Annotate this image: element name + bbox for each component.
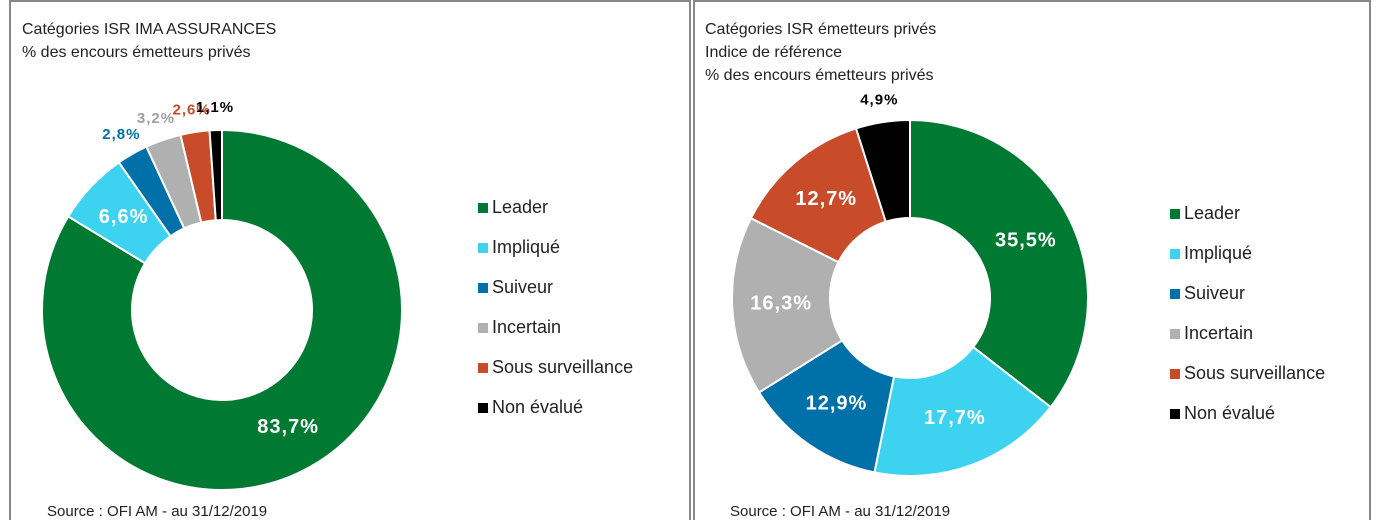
value-label: 35,5% [995, 230, 1057, 252]
value-label: 16,3% [750, 292, 812, 314]
chart-subtitle: % des encours émetteurs privés [705, 67, 934, 84]
legend-label: Incertain [1184, 323, 1253, 343]
legend-label: Suiveur [1184, 283, 1245, 303]
value-label: 2,6% [173, 101, 211, 118]
value-label: 12,7% [795, 188, 857, 210]
legend-swatch [1170, 289, 1180, 299]
chart-title: Catégories ISR émetteurs privés [705, 21, 936, 38]
value-label: 3,2% [137, 110, 175, 127]
legend-label: Impliqué [1184, 243, 1252, 263]
legend-swatch [478, 243, 488, 253]
donut-slice [731, 216, 844, 394]
legend-swatch [1170, 249, 1180, 259]
source-note: Source : OFI AM - au 31/12/2019 [730, 503, 950, 520]
donut-slice [41, 128, 403, 491]
legend-label: Impliqué [492, 237, 560, 257]
donut-slice [909, 118, 1089, 409]
legend-label: Leader [492, 197, 548, 217]
legend-label: Leader [1184, 203, 1240, 223]
legend-swatch [478, 203, 488, 213]
value-label: 83,7% [257, 416, 319, 438]
donut-slice [208, 128, 223, 222]
value-label: 1,1% [196, 99, 234, 116]
source-note: Source : OFI AM - au 31/12/2019 [47, 503, 267, 520]
legend-swatch [478, 363, 488, 373]
legend-swatch [1170, 409, 1180, 419]
legend-swatch [478, 283, 488, 293]
legend-label: Sous surveillance [1184, 363, 1325, 383]
chart-title: Catégories ISR IMA ASSURANCES [22, 21, 276, 38]
value-label: 4,9% [860, 91, 898, 108]
legend-swatch [1170, 329, 1180, 339]
legend-swatch [1170, 369, 1180, 379]
legend-swatch [478, 323, 488, 333]
value-label: 6,6% [99, 206, 149, 228]
legend-swatch [478, 403, 488, 413]
legend-label: Non évalué [492, 397, 583, 417]
donut-slice [873, 345, 1053, 477]
value-label: 17,7% [924, 407, 986, 429]
legend-label: Suiveur [492, 277, 553, 297]
legend-label: Non évalué [1184, 403, 1275, 423]
value-label: 2,8% [102, 126, 140, 143]
legend-swatch [1170, 209, 1180, 219]
legend-label: Incertain [492, 317, 561, 337]
chart-subtitle: Indice de référence [705, 44, 842, 61]
donut-slice [854, 118, 911, 224]
chart-subtitle: % des encours émetteurs privés [22, 44, 251, 61]
legend-label: Sous surveillance [492, 357, 633, 377]
value-label: 12,9% [806, 392, 868, 414]
